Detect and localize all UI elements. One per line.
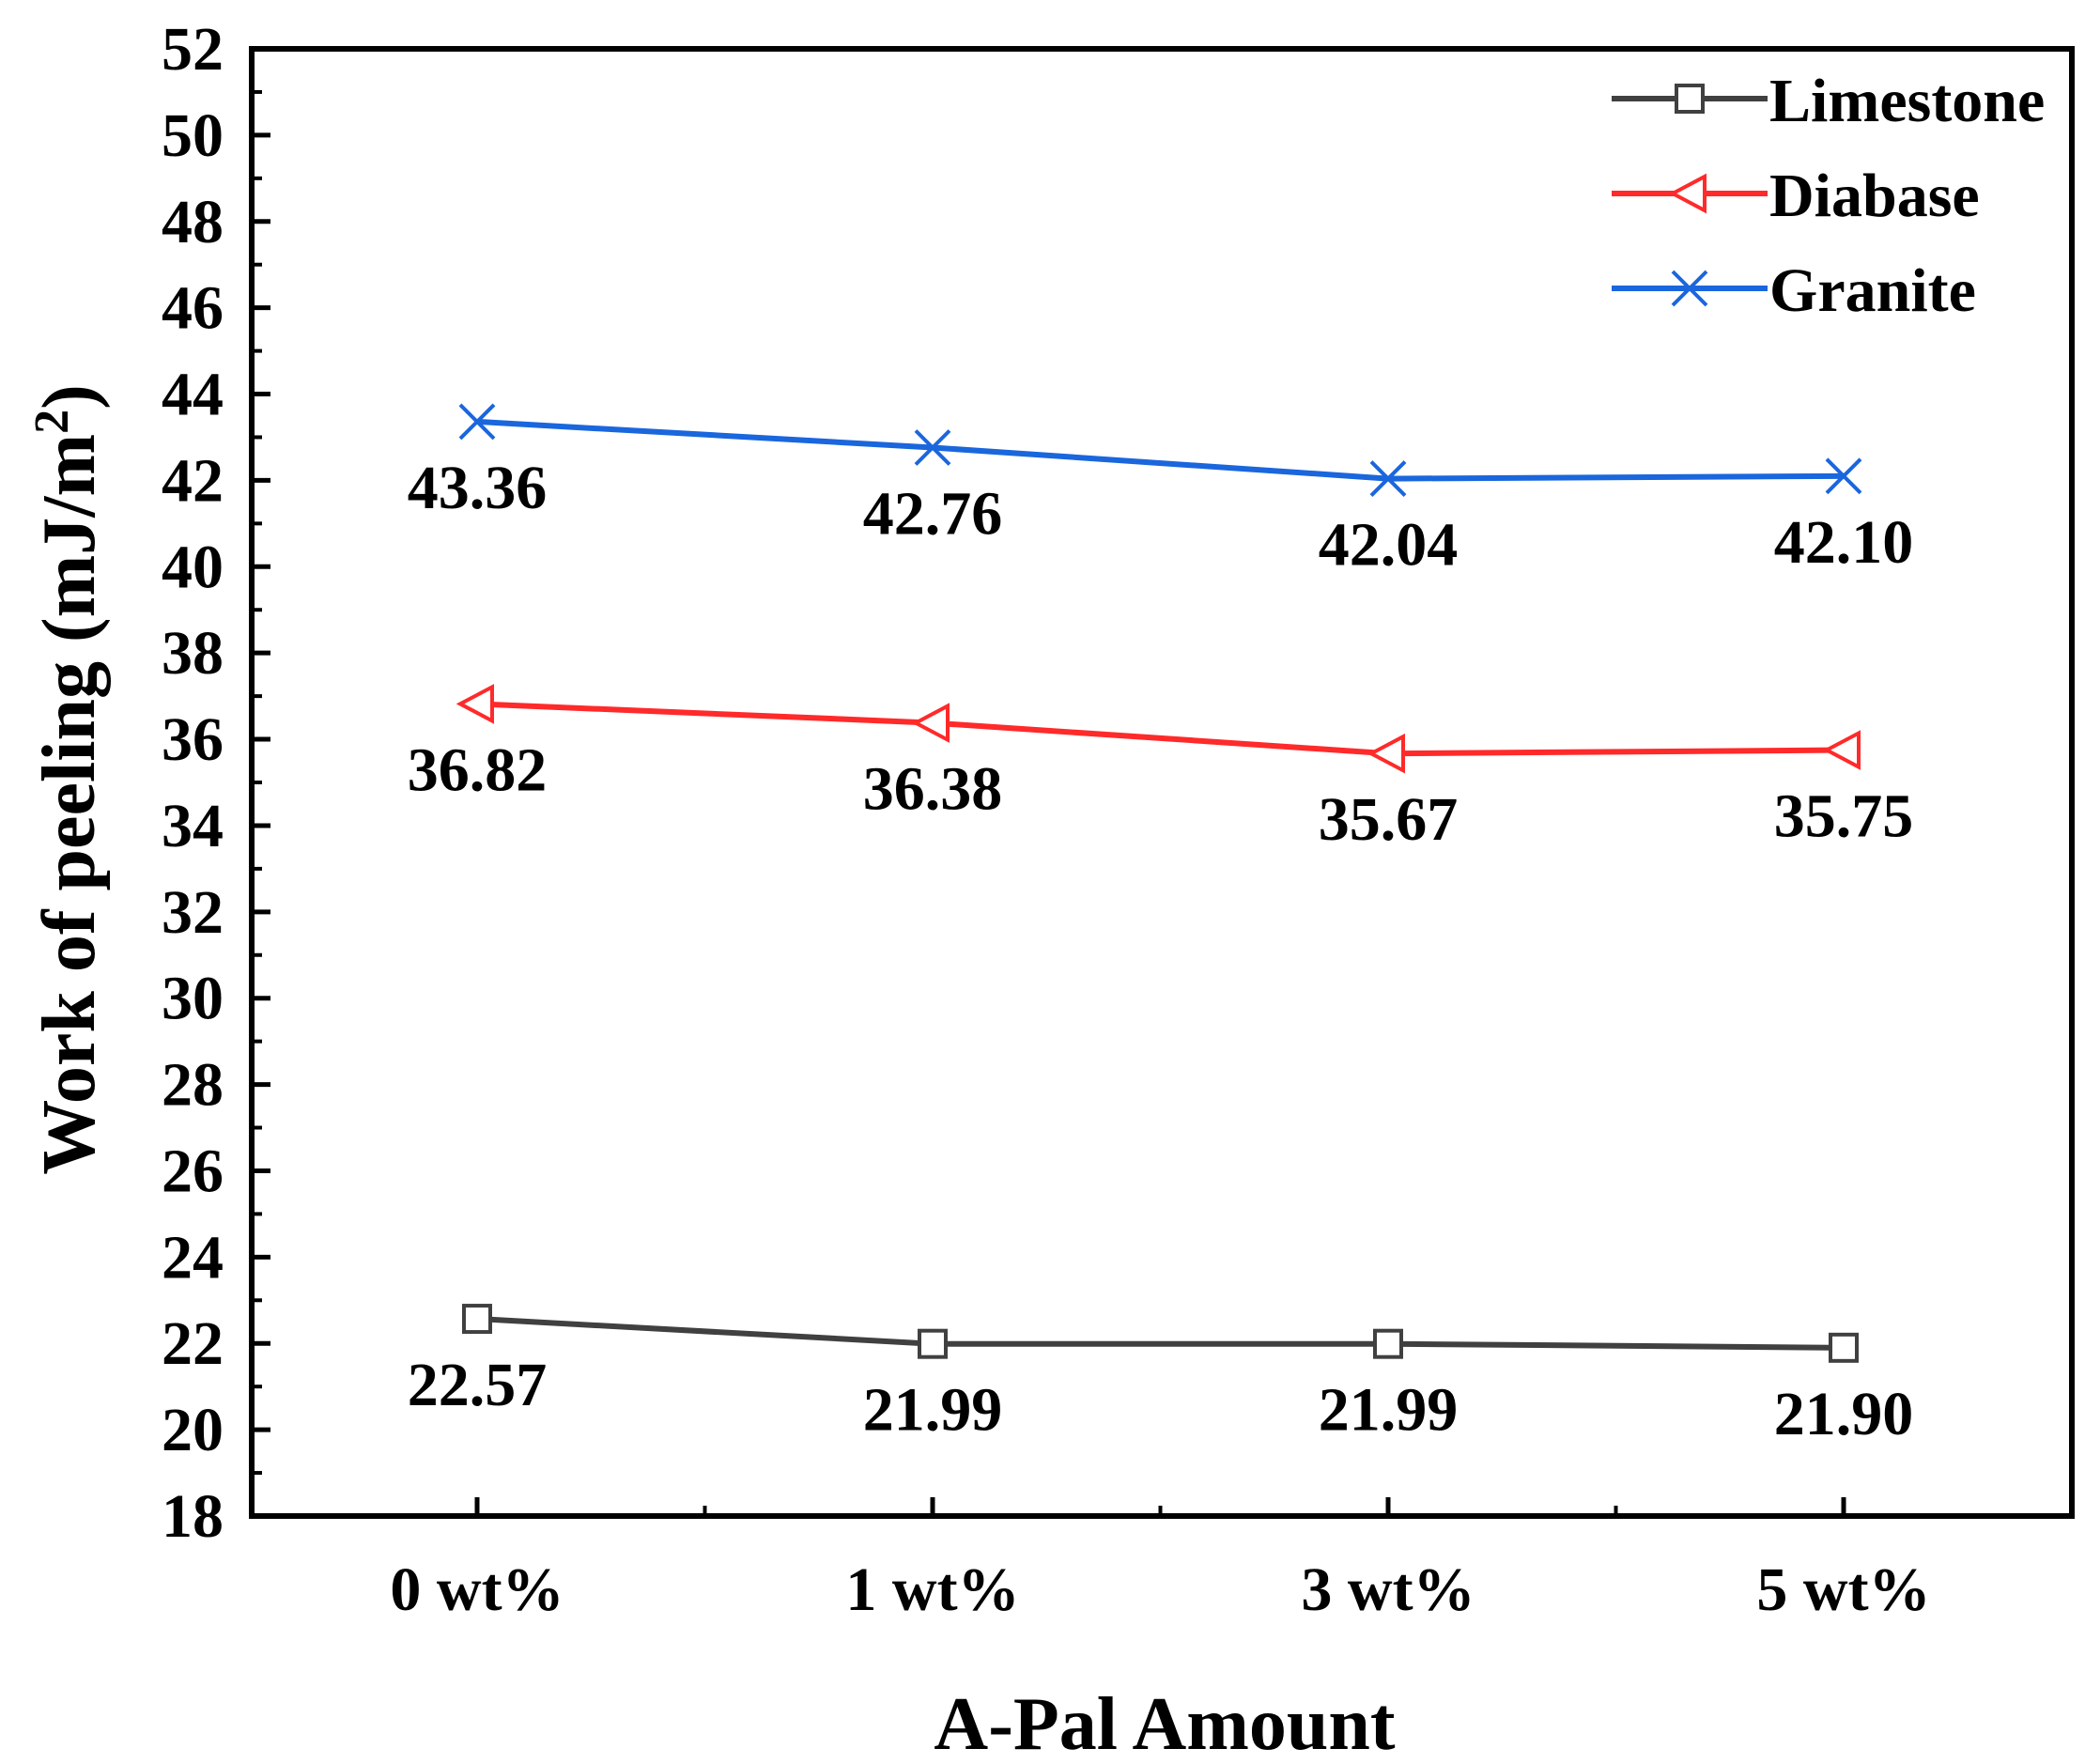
y-axis-title: Work of peeling (mJ/m2)	[25, 384, 111, 1174]
x-tick-label: 0 wt%	[390, 1555, 564, 1624]
data-label-limestone: 21.99	[863, 1376, 1003, 1445]
y-axis-title-main: Work of peeling (mJ/m	[28, 434, 111, 1175]
legend-item-diabase: Diabase	[1612, 162, 1980, 230]
y-tick-label: 52	[162, 15, 224, 84]
y-axis-title-superscript: 2	[25, 410, 79, 434]
y-tick-label: 50	[162, 101, 224, 170]
legend-marker	[1675, 84, 1705, 114]
y-tick-label: 32	[162, 878, 224, 947]
series-line-limestone	[476, 1316, 1845, 1351]
marker-granite	[458, 403, 496, 441]
marker-limestone	[1829, 1332, 1859, 1363]
data-label-diabase: 36.38	[863, 755, 1003, 824]
marker-limestone	[462, 1304, 492, 1335]
marker-limestone	[918, 1328, 948, 1359]
x-tick-label: 5 wt%	[1756, 1555, 1930, 1624]
marker-stroke	[1369, 460, 1407, 497]
marker-diabase	[1367, 733, 1405, 774]
y-tick-label: 18	[162, 1482, 224, 1551]
data-label-granite: 42.04	[1319, 511, 1459, 580]
legend-label: Diabase	[1769, 162, 1980, 230]
y-tick-label: 44	[162, 361, 224, 429]
data-label-granite: 43.36	[408, 454, 548, 522]
data-label-granite: 42.10	[1774, 508, 1914, 577]
y-tick-label: 48	[162, 188, 224, 256]
data-label-limestone: 21.90	[1774, 1380, 1914, 1448]
marker-diabase	[911, 703, 950, 743]
y-tick-label: 26	[162, 1137, 224, 1205]
series-line-granite	[476, 418, 1845, 482]
data-label-limestone: 22.57	[408, 1351, 548, 1419]
y-tick-label: 46	[162, 274, 224, 343]
legend-marker	[1668, 173, 1707, 214]
marker-stroke	[914, 429, 951, 466]
y-tick-label: 30	[162, 965, 224, 1033]
data-label-limestone: 21.99	[1319, 1376, 1459, 1445]
y-tick-label: 20	[162, 1396, 224, 1464]
y-axis-title-close: )	[28, 384, 111, 410]
marker-stroke	[1825, 457, 1862, 495]
x-axis-title: A-Pal Amount	[934, 1683, 1395, 1764]
legend-label: Limestone	[1769, 67, 2045, 135]
legend-item-granite: Granite	[1612, 256, 1976, 325]
marker-granite	[1825, 457, 1862, 495]
y-tick-label: 28	[162, 1051, 224, 1120]
data-label-diabase: 36.82	[408, 735, 548, 804]
x-tick-label: 1 wt%	[845, 1555, 1019, 1624]
legend: Limestone Diabase Granite	[1612, 67, 2045, 325]
y-tick-label: 38	[162, 619, 224, 688]
ticks: 18 20 22 24 26 28 30 32 34 36 38 40 42 44 46 48 50 52 0 wt…	[162, 15, 1931, 1624]
x-tick-label: 3 wt%	[1301, 1555, 1475, 1624]
marker-limestone	[1373, 1328, 1403, 1359]
marker-stroke	[1671, 270, 1708, 307]
marker-diabase	[456, 684, 494, 724]
legend-item-limestone: Limestone	[1612, 67, 2045, 135]
y-tick-label: 36	[162, 705, 224, 774]
series-group	[456, 403, 1862, 1363]
marker-granite	[914, 429, 951, 466]
legend-label: Granite	[1769, 256, 1976, 325]
y-tick-label: 22	[162, 1309, 224, 1378]
marker-diabase	[1822, 730, 1861, 770]
series-line-diabase	[476, 701, 1845, 757]
data-labels: 22.57 21.99 21.99 21.90 36.82 36.38 35.67 35.75…	[408, 454, 1914, 1448]
y-tick-label: 34	[162, 792, 224, 860]
data-label-diabase: 35.67	[1319, 785, 1459, 854]
data-label-diabase: 35.75	[1774, 782, 1914, 851]
marker-stroke	[458, 403, 496, 441]
y-tick-label: 42	[162, 446, 224, 515]
marker-granite	[1369, 460, 1407, 497]
y-tick-label: 40	[162, 533, 224, 601]
data-label-granite: 42.76	[863, 479, 1003, 548]
y-tick-label: 24	[162, 1223, 224, 1292]
legend-marker	[1671, 270, 1708, 307]
